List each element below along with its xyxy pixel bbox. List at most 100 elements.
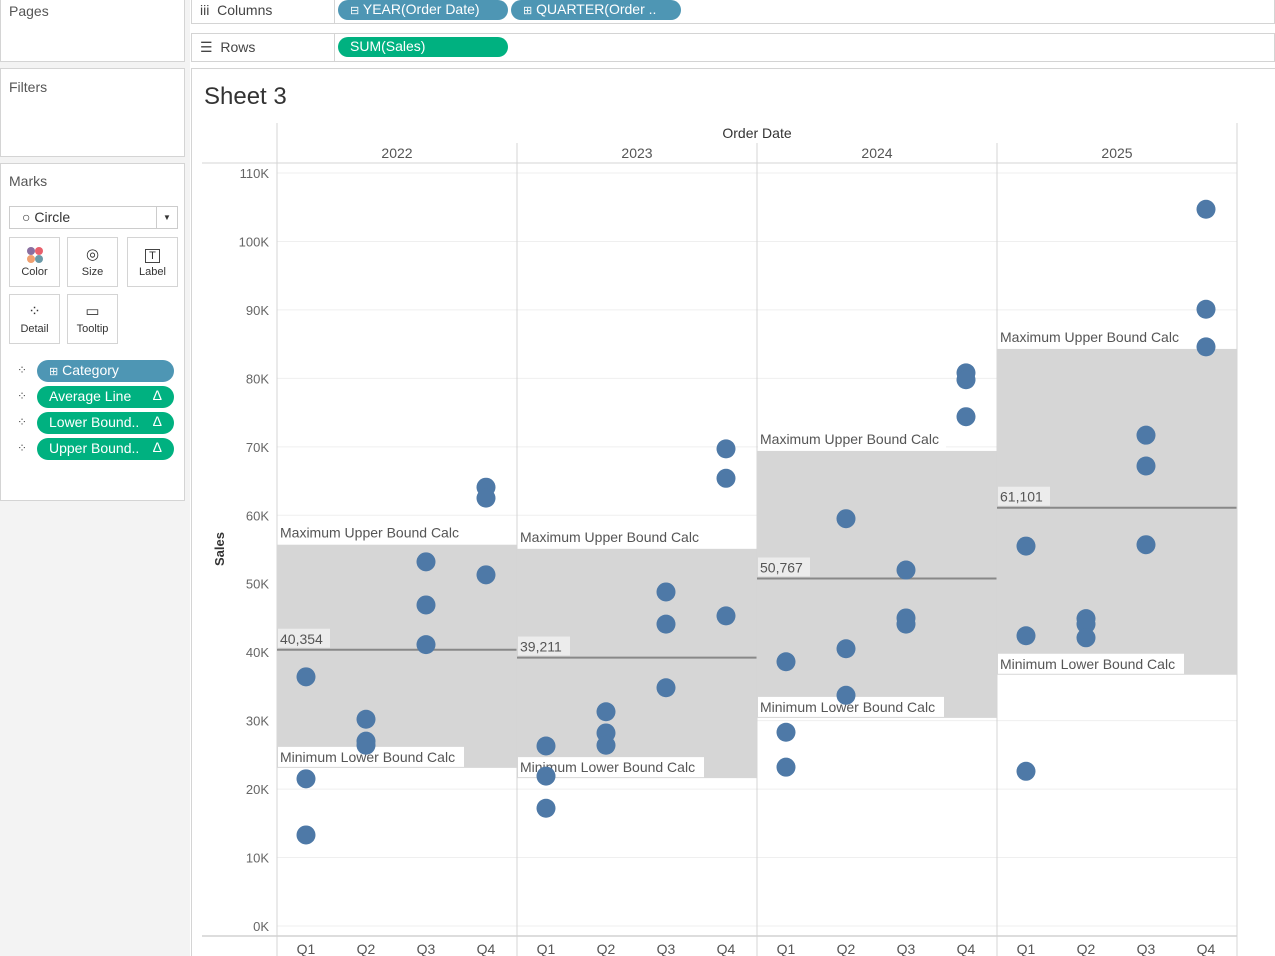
average-line-pill[interactable]: Average Line Δ bbox=[37, 386, 174, 408]
y-tick-label: 30K bbox=[246, 714, 269, 729]
size-icon: ◎ bbox=[85, 246, 100, 263]
size-label: Size bbox=[81, 266, 104, 278]
quarter-label: Q2 bbox=[357, 941, 376, 956]
pages-title: Pages bbox=[9, 3, 49, 19]
y-axis-title: Sales bbox=[212, 532, 227, 566]
upper-bound-label: Maximum Upper Bound Calc bbox=[280, 525, 459, 541]
data-point bbox=[716, 468, 736, 488]
data-point bbox=[1136, 425, 1156, 445]
detail-icon: ⁘ bbox=[17, 363, 28, 377]
mark-type-dropdown[interactable]: ○ Circle ▼ bbox=[9, 206, 178, 229]
average-label-bg bbox=[758, 557, 810, 577]
upper-label-bg bbox=[518, 525, 706, 547]
lower-bound-pill[interactable]: Lower Bound.. Δ bbox=[37, 412, 174, 434]
detail-label: Detail bbox=[20, 323, 49, 335]
average-label: 39,211 bbox=[520, 639, 562, 655]
year-header: 2025 bbox=[1101, 145, 1132, 161]
quarter-label: Q1 bbox=[537, 941, 556, 956]
label-button[interactable]: T Label bbox=[127, 237, 178, 287]
data-point bbox=[1136, 456, 1156, 476]
data-point bbox=[836, 685, 856, 705]
data-point bbox=[476, 565, 496, 585]
y-tick-label: 50K bbox=[246, 577, 269, 592]
pages-card[interactable]: Pages bbox=[0, 0, 185, 62]
data-point bbox=[296, 825, 316, 845]
quarter-label: Q3 bbox=[1137, 941, 1156, 956]
delta-icon: Δ bbox=[152, 439, 162, 455]
data-point bbox=[1076, 614, 1096, 634]
average-label: 61,101 bbox=[1000, 489, 1043, 505]
detail-icon: ⁘ bbox=[17, 441, 28, 455]
sheet-title: Sheet 3 bbox=[204, 83, 287, 110]
quarter-label: Q3 bbox=[417, 941, 436, 956]
chevron-down-icon[interactable]: ▼ bbox=[156, 207, 177, 228]
lower-bound-label: Minimum Lower Bound Calc bbox=[280, 749, 455, 765]
delta-icon: Δ bbox=[152, 413, 162, 429]
data-point bbox=[296, 769, 316, 789]
data-point bbox=[1016, 761, 1036, 781]
category-pill[interactable]: ⊞ Category bbox=[37, 360, 174, 382]
upper-bound-label: Maximum Upper Bound Calc bbox=[1000, 329, 1179, 345]
quarter-label: Q2 bbox=[1077, 941, 1096, 956]
detail-button[interactable]: ⁘ Detail bbox=[9, 294, 60, 344]
tooltip-label: Tooltip bbox=[76, 323, 109, 335]
year-order-date-pill[interactable]: ⊟ YEAR(Order Date) bbox=[338, 0, 508, 20]
data-point bbox=[596, 735, 616, 755]
bound-band bbox=[997, 348, 1237, 675]
rows-label: ☰ Rows bbox=[192, 34, 335, 61]
columns-shelf[interactable]: iii Columns ⊟ YEAR(Order Date) ⊞ QUARTER… bbox=[191, 0, 1275, 24]
rows-text: Rows bbox=[220, 39, 256, 55]
data-point bbox=[1196, 199, 1216, 219]
data-point bbox=[596, 702, 616, 722]
data-point bbox=[356, 709, 376, 729]
pill-label: Lower Bound.. bbox=[49, 414, 140, 430]
rows-shelf[interactable]: ☰ Rows SUM(Sales) bbox=[191, 33, 1275, 62]
pill-label: QUARTER(Order .. bbox=[536, 1, 657, 17]
pill-label: Average Line bbox=[49, 388, 132, 404]
y-tick-label: 0K bbox=[253, 919, 269, 934]
quarter-label: Q4 bbox=[1197, 941, 1216, 956]
data-point bbox=[1136, 535, 1156, 555]
quarter-label: Q3 bbox=[657, 941, 676, 956]
quarter-order-date-pill[interactable]: ⊞ QUARTER(Order .. bbox=[511, 0, 681, 20]
upper-label-bg bbox=[998, 325, 1186, 347]
detail-icon: ⁘ bbox=[17, 389, 28, 403]
average-label-bg bbox=[278, 628, 330, 648]
data-point bbox=[896, 614, 916, 634]
data-point bbox=[656, 614, 676, 634]
lower-label-bg bbox=[278, 746, 464, 767]
y-tick-label: 10K bbox=[246, 851, 269, 866]
sum-sales-pill[interactable]: SUM(Sales) bbox=[338, 37, 508, 57]
data-point bbox=[836, 639, 856, 659]
data-point bbox=[416, 595, 436, 615]
y-tick-label: 80K bbox=[246, 371, 269, 386]
data-point bbox=[956, 370, 976, 390]
pill-label: Upper Bound.. bbox=[49, 440, 140, 456]
data-point bbox=[716, 606, 736, 626]
marks-card: Marks ○ Circle ▼ Color ◎ Size T Label ⁘ Det… bbox=[0, 163, 185, 501]
data-point bbox=[836, 509, 856, 529]
color-button[interactable]: Color bbox=[9, 237, 60, 287]
detail-icon: ⁘ bbox=[17, 415, 28, 429]
y-tick-label: 70K bbox=[246, 440, 269, 455]
y-tick-label: 100K bbox=[239, 234, 270, 249]
data-point bbox=[716, 439, 736, 459]
quarter-label: Q1 bbox=[1017, 941, 1036, 956]
columns-label: iii Columns bbox=[192, 0, 335, 23]
data-point bbox=[656, 678, 676, 698]
lower-bound-label: Minimum Lower Bound Calc bbox=[1000, 656, 1175, 672]
filters-card[interactable]: Filters bbox=[0, 68, 185, 157]
average-label-bg bbox=[518, 636, 570, 656]
bound-band bbox=[277, 544, 517, 768]
lower-bound-label: Minimum Lower Bound Calc bbox=[520, 759, 695, 775]
filters-title: Filters bbox=[9, 79, 48, 95]
pill-label: SUM(Sales) bbox=[350, 38, 426, 54]
data-point bbox=[1016, 536, 1036, 556]
upper-bound-pill[interactable]: Upper Bound.. Δ bbox=[37, 438, 174, 460]
size-button[interactable]: ◎ Size bbox=[67, 237, 118, 287]
y-tick-label: 20K bbox=[246, 782, 269, 797]
rows-icon: ☰ bbox=[200, 39, 213, 55]
lower-bound-label: Minimum Lower Bound Calc bbox=[760, 699, 935, 715]
tooltip-button[interactable]: ▭ Tooltip bbox=[67, 294, 118, 344]
